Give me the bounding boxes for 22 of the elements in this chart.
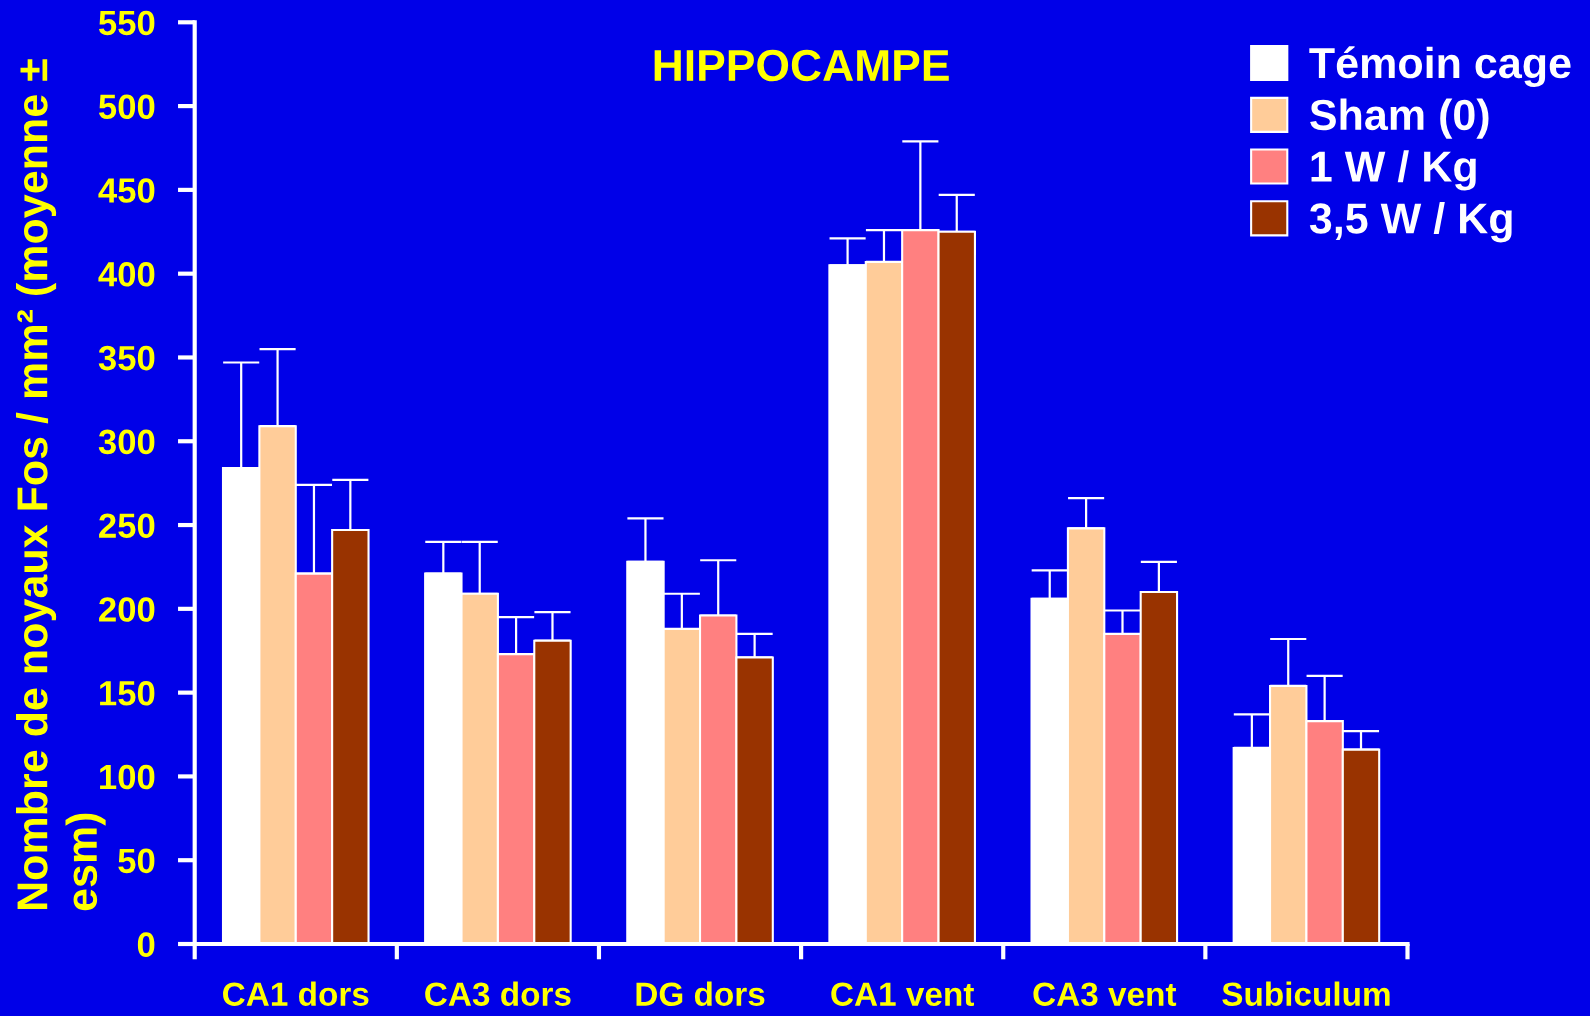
y-tick-label: 200 bbox=[99, 597, 155, 622]
legend-label: 1 W / Kg bbox=[1311, 150, 1476, 191]
x-tick-label: Subiculum bbox=[1222, 981, 1390, 1006]
legend-label: Témoin cage bbox=[1309, 46, 1571, 88]
y-tick-label: 150 bbox=[100, 680, 155, 706]
y-tick-label: 350 bbox=[98, 345, 155, 371]
y-tick-label: 50 bbox=[118, 848, 155, 874]
y-tick-label: 0 bbox=[137, 932, 155, 957]
x-tick-label: CA1 vent bbox=[831, 982, 974, 1006]
chart-title: HIPPOCAMPE bbox=[654, 49, 949, 82]
y-tick-label: 550 bbox=[98, 10, 155, 36]
y-tick-label: 450 bbox=[98, 178, 155, 203]
x-tick-label: CA1 dors bbox=[223, 981, 369, 1006]
legend-label: 3,5 W / Kg bbox=[1309, 202, 1512, 243]
y-tick-label: 500 bbox=[98, 94, 155, 120]
y-tick-label: 250 bbox=[99, 513, 155, 538]
y-tick-label: 400 bbox=[98, 262, 155, 287]
x-tick-label: CA3 vent bbox=[1033, 982, 1177, 1007]
x-tick-label: CA3 dors bbox=[425, 981, 571, 1007]
y-tick-label: 300 bbox=[98, 429, 155, 455]
legend-label: Sham (0) bbox=[1310, 98, 1489, 139]
x-tick-label: DG dors bbox=[636, 981, 765, 1006]
